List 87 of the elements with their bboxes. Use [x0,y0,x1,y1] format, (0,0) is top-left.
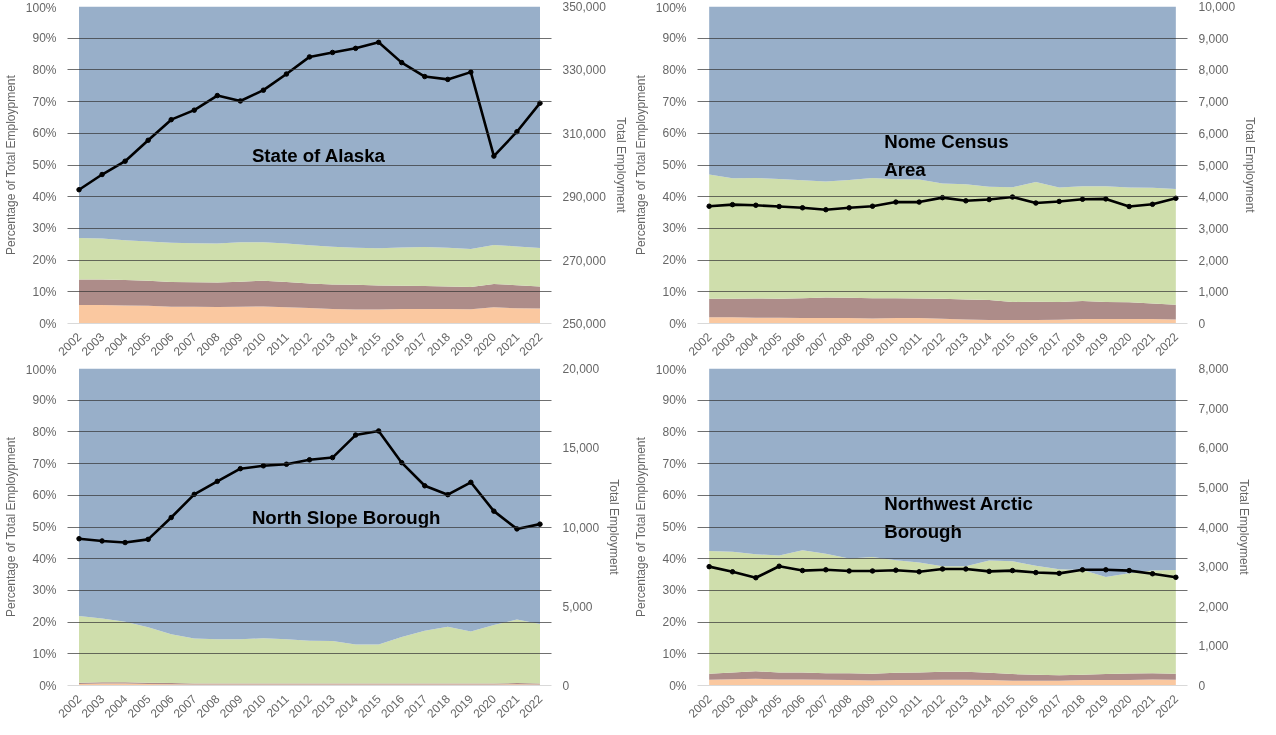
text: State of Alaska [251,144,386,166]
y-tick-label: 50% [662,158,687,172]
y-tick-label: 40% [662,189,687,204]
y-tick-label: 20% [662,253,687,268]
y2-tick-label: 10,000 [562,520,600,535]
y2-tick-label: 10,000 [1198,0,1236,14]
y-tick-label: 30% [32,583,57,598]
y-tick-label: 40% [32,551,57,566]
y2-tick-label: 8,000 [1198,63,1229,78]
y2-tick-label: 3,000 [1198,221,1229,236]
y2-tick-label: 20,000 [562,362,600,376]
y-tick-label: 10% [32,646,57,661]
y2-tick-label: 2,000 [1198,599,1229,614]
y-tick-label: 80% [662,62,687,77]
y2-tick-label: 1,000 [1198,285,1229,300]
y-tick-label: 100% [655,0,687,15]
y2-tick-label: 7,000 [1198,401,1229,416]
y2-tick-label: 310,000 [562,126,607,141]
y-tick-label: 10% [662,646,687,661]
y2-tick-label: 8,000 [1198,362,1229,376]
y-axis-title: Percentage of Total Employpment [3,74,18,256]
y-tick-label: 50% [662,520,687,534]
y-tick-label: 90% [32,31,57,46]
y-tick-label: 60% [662,488,687,503]
y2-axis-title: Total Employment [1236,479,1251,576]
y-tick-label: 70% [32,94,57,109]
y-tick-label: 30% [662,583,687,598]
y2-tick-label: 7,000 [1198,95,1229,110]
y-tick-label: 0% [39,678,57,693]
y-tick-label: 30% [32,221,57,236]
y-tick-label: 100% [655,362,687,377]
y-tick-label: 80% [32,424,57,439]
y-tick-label: 90% [662,393,687,408]
y-tick-label: 0% [669,316,687,331]
y2-tick-label: 15,000 [562,441,600,456]
y2-tick-label: 0 [1198,317,1206,331]
y-axis-title: Percentage of Total Employpment [633,436,648,618]
y-tick-label: 10% [662,284,687,299]
y-tick-label: 40% [662,551,687,566]
y-axis-title: Percentage of Total Employpment [3,436,18,618]
y-tick-label: 40% [32,189,57,204]
y2-axis-title: Total Employment [613,117,628,214]
y-tick-label: 20% [662,615,687,630]
y-tick-label: 70% [662,456,687,471]
y-tick-label: 50% [32,158,57,172]
y2-tick-label: 4,000 [1198,520,1229,535]
y-tick-label: 10% [32,284,57,299]
y2-axis-title: Total Employment [1243,117,1258,214]
y2-tick-label: 290,000 [562,190,607,205]
text: Northwest Arctic Borough [884,493,1033,542]
y2-tick-label: 270,000 [562,253,607,268]
y2-tick-label: 5,000 [1198,480,1229,495]
y2-tick-label: 5,000 [1198,158,1229,173]
y-tick-label: 80% [32,62,57,77]
y2-tick-label: 6,000 [1198,441,1229,456]
y2-tick-label: 0 [562,679,570,693]
y-tick-label: 100% [25,0,57,15]
y2-tick-label: 6,000 [1198,126,1229,141]
y2-tick-label: 2,000 [1198,253,1229,268]
y2-tick-label: 250,000 [562,317,607,331]
y-tick-label: 0% [669,678,687,693]
y-tick-label: 100% [25,362,57,377]
y-tick-label: 90% [662,31,687,46]
y-tick-label: 80% [662,424,687,439]
y2-tick-label: 350,000 [562,0,607,14]
y-tick-label: 20% [32,615,57,630]
y-tick-label: 60% [32,488,57,503]
y-tick-label: 0% [39,316,57,331]
y2-tick-label: 9,000 [1198,31,1229,46]
y2-tick-label: 330,000 [562,63,607,78]
y-axis-title: Percentage of Total Employpment [633,74,648,256]
y2-axis-title: Total Employment [607,479,622,576]
y-tick-label: 90% [32,393,57,408]
y-tick-label: 20% [32,253,57,268]
y2-tick-label: 3,000 [1198,560,1229,575]
y2-tick-label: 5,000 [562,599,593,614]
y2-tick-label: 0 [1198,679,1206,693]
text: Nome Census Area [884,131,1009,180]
text: North Slope Borough [251,506,441,528]
y2-tick-label: 1,000 [1198,639,1229,654]
y-tick-label: 50% [32,520,57,534]
y-tick-label: 70% [662,94,687,109]
y-tick-label: 60% [662,126,687,141]
y2-tick-label: 4,000 [1198,190,1229,205]
y-tick-label: 70% [32,456,57,471]
y-tick-label: 60% [32,126,57,141]
y-tick-label: 30% [662,221,687,236]
